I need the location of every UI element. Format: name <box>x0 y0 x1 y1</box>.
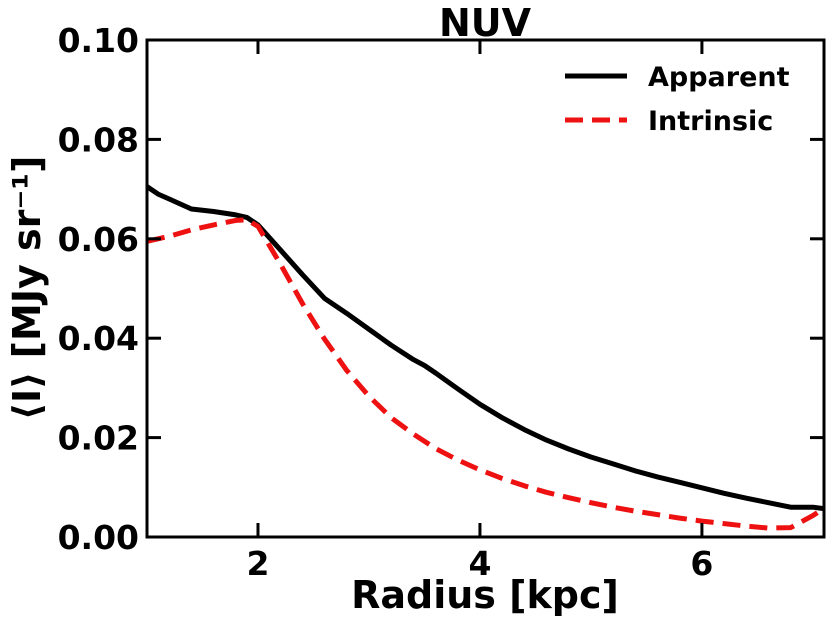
y-tick-label: 0.06 <box>58 220 139 259</box>
x-axis-title: Radius [kpc] <box>351 573 619 617</box>
y-tick-label: 0.08 <box>58 120 139 159</box>
y-axis-title: ⟨I⟩ [MJy sr⁻¹] <box>5 156 49 421</box>
y-tick-label: 0.00 <box>58 518 139 557</box>
legend-label-intrinsic: Intrinsic <box>648 106 773 137</box>
y-tick-label: 0.02 <box>58 419 139 458</box>
x-tick-label: 4 <box>468 544 491 583</box>
series-line-apparent <box>147 184 824 512</box>
series-line-intrinsic <box>147 217 824 531</box>
axis-ticks: 2 4 6 0.00 0.02 0.04 0.06 0.08 0.10 <box>58 21 824 583</box>
y-tick-label: 0.10 <box>58 21 139 60</box>
plot-area <box>147 184 824 531</box>
plot-frame <box>145 38 826 539</box>
y-tick-label: 0.04 <box>58 319 139 358</box>
x-tick-label: 6 <box>690 544 713 583</box>
legend: Apparent Intrinsic <box>565 62 790 137</box>
chart-title: NUV <box>439 1 532 45</box>
x-tick-label: 2 <box>246 544 269 583</box>
legend-label-apparent: Apparent <box>648 62 790 93</box>
